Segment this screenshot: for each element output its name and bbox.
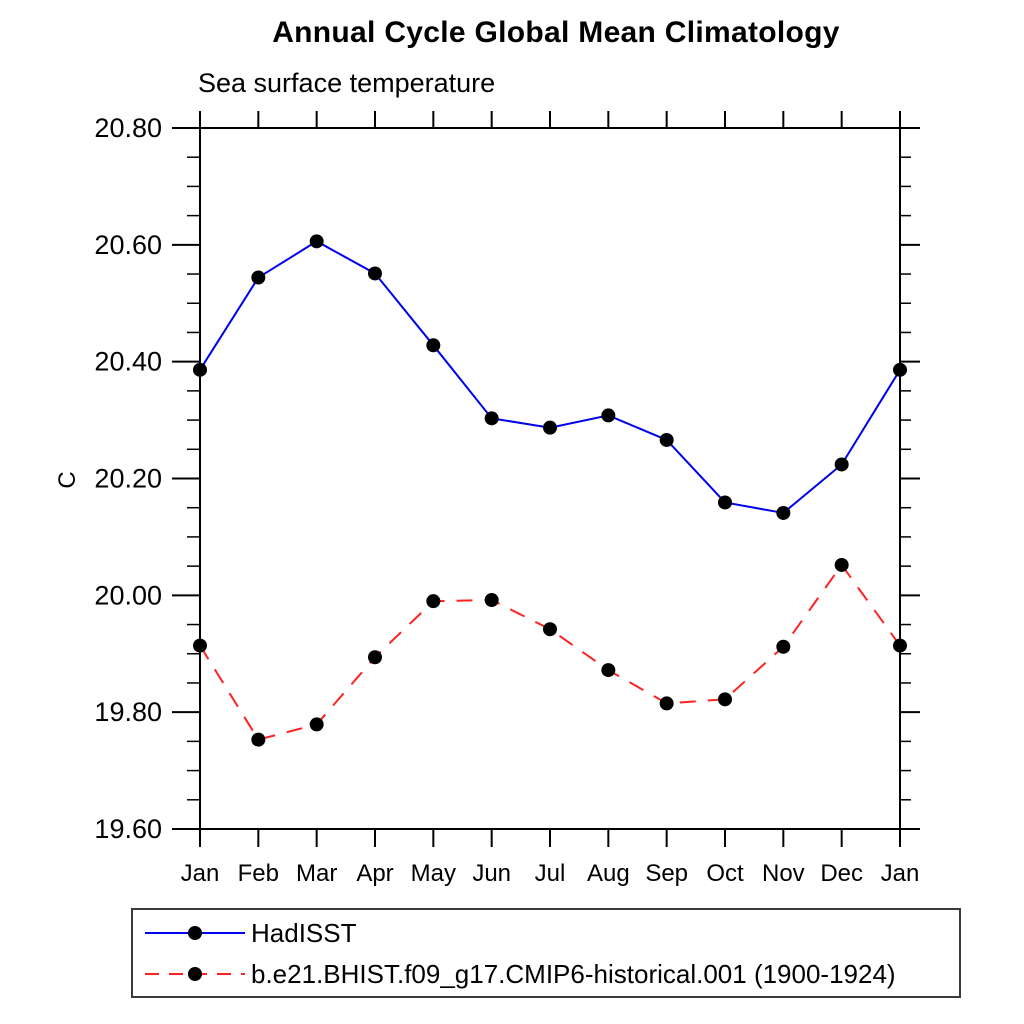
legend-marker-1-icon — [188, 966, 202, 981]
legend-marker-0-icon — [188, 925, 202, 940]
y-tick-label: 19.80 — [94, 697, 162, 727]
data-point-marker — [543, 420, 557, 435]
legend-item-hadisst: HadISST — [143, 912, 959, 953]
chart-subtitle: Sea surface temperature — [198, 68, 496, 98]
data-point-marker — [659, 696, 674, 711]
series-line-1 — [199, 563, 901, 741]
plot-frame — [199, 127, 901, 830]
legend-line-sample-dashed — [145, 966, 245, 981]
data-point-marker — [659, 432, 674, 447]
data-point-marker — [834, 557, 849, 572]
y-tick-label: 20.00 — [94, 580, 162, 610]
x-tick-label: May — [411, 860, 456, 887]
x-tick-label: Dec — [820, 860, 863, 887]
data-point-marker — [309, 717, 324, 732]
x-tick-label: Apr — [356, 860, 393, 887]
legend-line-sample-solid — [145, 925, 245, 940]
x-tick-label: Nov — [762, 860, 805, 887]
data-point-marker — [193, 362, 207, 377]
data-point-marker — [776, 639, 791, 654]
x-tick-label: Jun — [472, 860, 511, 887]
x-tick-label: Jan — [181, 860, 220, 887]
data-point-marker — [776, 505, 791, 520]
y-tick-label: 20.20 — [94, 464, 162, 494]
data-point-marker — [368, 650, 382, 665]
data-point-marker — [193, 638, 207, 653]
x-tick-label: Jul — [535, 860, 566, 887]
series-line-0 — [199, 240, 901, 515]
x-tick-label: Mar — [296, 860, 337, 887]
data-point-marker — [484, 411, 499, 426]
data-point-marker — [251, 270, 266, 285]
legend-item-model: b.e21.BHIST.f09_g17.CMIP6-historical.001… — [143, 953, 959, 994]
y-tick-label: 20.60 — [94, 230, 162, 260]
data-point-marker — [251, 732, 266, 747]
x-tick-label: Oct — [706, 860, 744, 887]
legend-label-hadisst: HadISST — [251, 917, 357, 948]
y-tick-label: 20.40 — [94, 347, 162, 377]
data-point-marker — [718, 692, 732, 707]
legend-label-model: b.e21.BHIST.f09_g17.CMIP6-historical.001… — [251, 958, 896, 989]
chart-title: Annual Cycle Global Mean Climatology — [272, 16, 840, 49]
x-tick-label: Sep — [645, 860, 688, 887]
data-point-marker — [368, 266, 382, 281]
data-point-marker — [426, 338, 441, 353]
data-point-marker — [309, 234, 324, 249]
data-point-marker — [543, 622, 557, 637]
data-point-marker — [426, 594, 441, 609]
legend: HadISST b.e21.BHIST.f09_g17.CMIP6-histor… — [131, 908, 961, 998]
data-point-marker — [484, 593, 499, 608]
x-tick-label: Aug — [587, 860, 630, 887]
data-point-marker — [834, 457, 849, 472]
x-tick-label: Jan — [881, 860, 920, 887]
data-point-marker — [893, 362, 907, 377]
data-point-marker — [601, 663, 616, 678]
x-tick-label: Feb — [238, 860, 279, 887]
data-point-marker — [601, 408, 616, 423]
data-point-marker — [718, 495, 732, 510]
y-tick-label: 19.60 — [94, 814, 162, 844]
y-tick-label: 20.80 — [94, 113, 162, 143]
data-point-marker — [893, 638, 907, 653]
